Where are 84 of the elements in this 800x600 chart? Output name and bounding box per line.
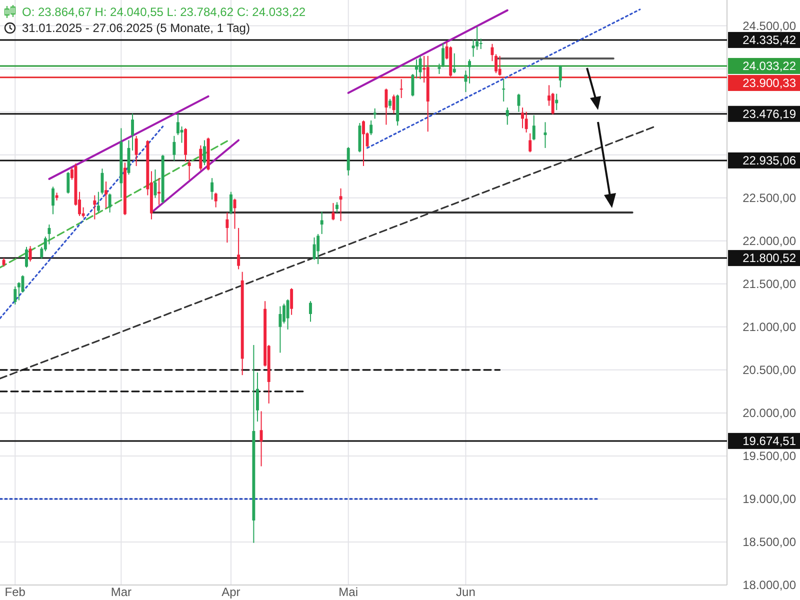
y-tick-label: 22.500,00 [742, 191, 796, 206]
candlestick [524, 111, 528, 133]
candlestick [290, 288, 294, 316]
candlestick [336, 202, 338, 213]
y-tick-label: 19.500,00 [742, 449, 796, 464]
candlestick [199, 144, 202, 171]
candlestick [93, 194, 96, 220]
candlestick [104, 181, 108, 209]
candlestick [370, 120, 373, 136]
candlestick [312, 236, 316, 260]
ref-line-label: 23.476,19 [742, 107, 796, 122]
candlestick [384, 88, 388, 126]
candlestick [172, 135, 176, 162]
x-tick-label: Jun [456, 585, 476, 599]
candlestick [282, 303, 286, 324]
candlestick [158, 178, 161, 206]
candlestick [411, 73, 414, 97]
candlestick [373, 108, 376, 120]
candlestick [176, 113, 180, 136]
y-tick-label: 18.500,00 [742, 535, 796, 550]
ref-line-label: 23.900,33 [742, 76, 796, 90]
candlestick [418, 55, 422, 80]
candlestick [392, 94, 396, 114]
x-tick-label: Mar [110, 585, 132, 599]
candlestick [188, 160, 191, 180]
candlestick [66, 172, 70, 194]
y-tick-label: 19.000,00 [742, 492, 796, 506]
text: 31.01.2025 - 27.06.2025 (5 Monate, 1 Tag) [22, 21, 250, 35]
candlestick [226, 212, 229, 244]
candlestick [468, 58, 471, 84]
x-tick-label: Apr [222, 585, 240, 599]
candlestick [346, 146, 350, 176]
candlestick [452, 52, 456, 74]
candlestick [316, 234, 320, 265]
candlestick [479, 38, 482, 50]
ref-line-label: 24.335,42 [742, 33, 796, 48]
candlestick [25, 246, 28, 268]
candlestick [551, 92, 554, 115]
candlestick [339, 188, 342, 222]
candlestick [438, 63, 441, 74]
candlestick [506, 107, 509, 126]
candlestick [415, 58, 418, 79]
candlestick [278, 306, 282, 354]
candlestick [528, 132, 532, 153]
y-tick-label: 22.000,00 [742, 234, 796, 248]
candlestick [332, 202, 335, 221]
candlestick [28, 246, 32, 262]
candlestick [442, 42, 444, 68]
candlestick [498, 55, 502, 76]
candlestick [237, 227, 240, 270]
candlestick [400, 78, 403, 99]
candlestick [214, 192, 218, 208]
y-tick-label: 21.000,00 [742, 320, 796, 334]
x-tick-label: Mai [338, 585, 358, 599]
candlestick [14, 286, 17, 306]
candlestick [202, 140, 206, 166]
candlestick [388, 98, 392, 109]
candlestick [532, 114, 536, 141]
y-tick-label: 18.000,00 [742, 578, 796, 592]
candlestick [521, 107, 524, 129]
x-tick-label: Feb [4, 585, 26, 599]
candlestick [309, 300, 312, 322]
y-tick-label: 21.500,00 [742, 277, 796, 292]
chart-title: O: 23.864,67 H: 24.040,55 L: 23.784,62 C: 24.033,22 [22, 5, 306, 19]
y-tick-label: 20.500,00 [742, 363, 796, 378]
candlestick [229, 191, 232, 215]
y-tick-label: 24.500,00 [742, 19, 796, 34]
ref-line-label: 21.800,52 [742, 251, 796, 266]
candlestick [108, 193, 112, 213]
candlestick [210, 178, 214, 200]
candlestick [494, 54, 498, 74]
ref-line-label: 24.033,22 [742, 59, 796, 74]
candlestick [502, 78, 506, 102]
y-tick-label: 20.000,00 [742, 406, 796, 420]
candlestick [256, 372, 259, 422]
candlestick [134, 135, 138, 167]
candlestick [131, 113, 134, 152]
ref-line-label: 22.935,06 [742, 154, 796, 168]
candlestick [558, 64, 562, 88]
candlestick [320, 211, 324, 234]
ref-line-label: 19.674,51 [742, 434, 796, 448]
candlestick [96, 191, 100, 213]
candlestick [52, 186, 54, 215]
candlestick [362, 120, 365, 167]
